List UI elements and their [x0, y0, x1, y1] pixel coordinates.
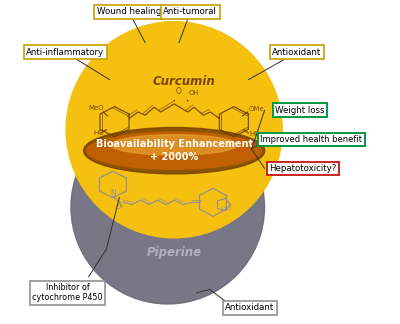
Text: O: O	[221, 206, 226, 211]
Text: O: O	[225, 206, 230, 211]
Text: Antioxidant: Antioxidant	[225, 303, 275, 312]
Text: OMe: OMe	[248, 106, 264, 112]
Ellipse shape	[84, 128, 265, 174]
Text: Piperine: Piperine	[147, 246, 202, 259]
Circle shape	[71, 110, 264, 304]
Text: OH: OH	[189, 90, 200, 96]
Text: Anti-tumoral: Anti-tumoral	[163, 7, 217, 17]
Text: O: O	[176, 87, 181, 96]
Text: HO: HO	[249, 131, 260, 137]
Text: Anti-inflammatory: Anti-inflammatory	[26, 48, 104, 57]
Text: MeO: MeO	[89, 105, 104, 111]
Text: + 2000%: + 2000%	[150, 152, 198, 162]
Text: HO: HO	[93, 130, 104, 136]
Text: Inhibitor of
cytochrome P450: Inhibitor of cytochrome P450	[32, 283, 103, 302]
Text: Bioavailability Enhancement: Bioavailability Enhancement	[96, 139, 253, 149]
Circle shape	[66, 22, 282, 238]
Text: Weight loss: Weight loss	[275, 106, 325, 115]
Text: Improved health benefit: Improved health benefit	[260, 135, 362, 144]
Text: O: O	[116, 204, 121, 210]
Text: Curcumin: Curcumin	[152, 75, 215, 88]
Text: Antioxidant: Antioxidant	[272, 48, 322, 57]
Text: Wound healing: Wound healing	[97, 7, 161, 17]
Text: Hepatotoxicity?: Hepatotoxicity?	[270, 164, 337, 173]
Text: N: N	[110, 189, 116, 198]
Ellipse shape	[112, 135, 237, 155]
Ellipse shape	[87, 132, 261, 169]
